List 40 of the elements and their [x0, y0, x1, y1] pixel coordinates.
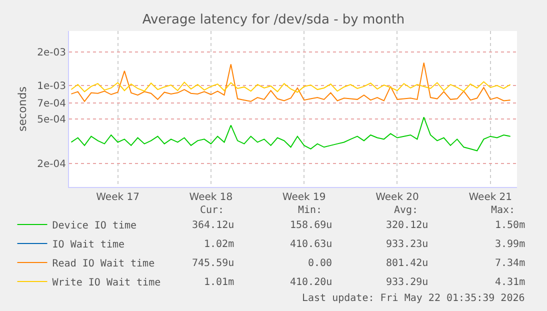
text: 0.00 [308, 258, 332, 269]
legend-label: IO Wait time [52, 239, 125, 250]
y-tick-label: 2e-04 [37, 158, 66, 170]
chart-title: Average latency for /dev/sda - by month [142, 12, 405, 28]
text: 933.29u [386, 277, 428, 288]
text: Min: [298, 205, 322, 216]
line-series [70, 62, 511, 102]
text: 364.12u [192, 220, 234, 231]
x-tick-label: Week 18 [189, 192, 233, 203]
legend-label: Write IO Wait time [52, 277, 161, 288]
y-tick-label: 2e-03 [37, 47, 66, 58]
legend-label: Read IO Wait time [52, 258, 155, 270]
y-axis-title: seconds [16, 86, 29, 132]
text: 320.12u [386, 220, 428, 231]
text: 410.63u [290, 239, 332, 250]
text: 1.50m [495, 220, 526, 231]
text: Max: [491, 205, 516, 216]
line-series [70, 116, 511, 152]
text: 1.01m [204, 277, 234, 288]
x-tick-label: Week 19 [282, 192, 326, 203]
y-tick-label: 1e-03 [37, 80, 66, 92]
text: 1.02m [204, 239, 234, 250]
y-tick-label: 5e-04 [37, 114, 66, 126]
x-tick-label: Week 21 [468, 192, 512, 203]
text: 933.23u [386, 239, 428, 250]
text: Cur: [200, 205, 224, 216]
text: 410.20u [290, 277, 332, 288]
text: 3.99m [495, 239, 526, 250]
y-tick-label: 7e-04 [37, 98, 66, 110]
text: 7.34m [495, 258, 526, 269]
legend-label: Device IO time [52, 220, 137, 232]
text: Last update: Fri May 22 01:35:39 2026 [302, 293, 525, 304]
text: 801.42u [386, 258, 428, 269]
x-tick-label: Week 20 [376, 192, 419, 203]
x-tick-label: Week 17 [96, 192, 140, 203]
line-series [70, 81, 511, 93]
text: Avg: [394, 205, 418, 216]
text: 158.69u [290, 220, 332, 231]
text: 4.31m [495, 277, 526, 288]
text: 745.59u [192, 258, 234, 269]
